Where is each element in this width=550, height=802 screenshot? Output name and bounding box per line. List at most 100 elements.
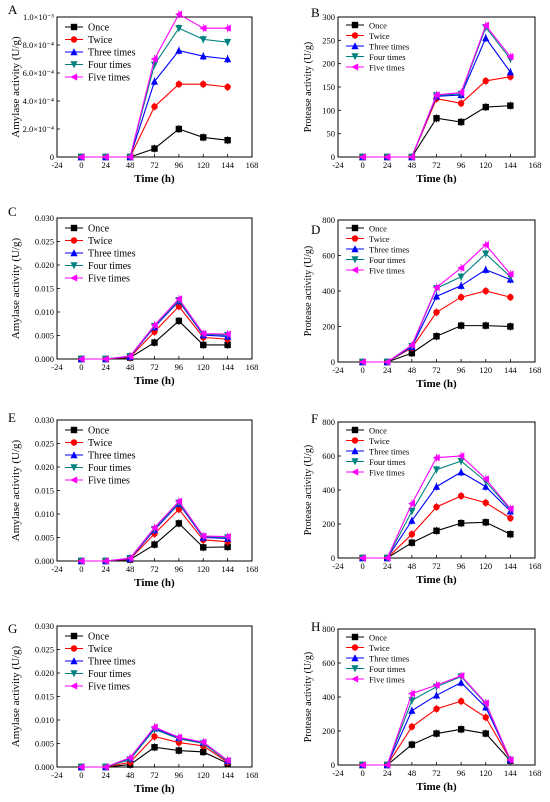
data-point xyxy=(224,83,231,91)
data-point xyxy=(151,339,158,346)
chart-panel-h: H-24 0 24 48 72 96 120 144 1680200400600800Time … xyxy=(303,619,541,793)
x-tick-label: 96 xyxy=(457,365,466,375)
data-point xyxy=(408,690,416,698)
data-point xyxy=(223,330,231,338)
data-point xyxy=(506,505,514,513)
data-point xyxy=(175,46,183,54)
legend-label: Once xyxy=(369,632,387,642)
y-tick-label: 0.005 xyxy=(35,739,54,749)
data-point xyxy=(481,21,489,29)
x-tick-label: 144 xyxy=(221,362,235,372)
legend-marker xyxy=(70,645,78,652)
legend-marker xyxy=(351,53,359,61)
legend-marker xyxy=(351,256,359,264)
x-tick-label: -24 xyxy=(332,561,344,571)
x-tick-label: 168 xyxy=(529,365,542,375)
data-point xyxy=(101,355,109,363)
data-point xyxy=(432,681,440,689)
data-point xyxy=(126,554,134,562)
chart-panel-c: C -24 0 24 48 72 96 120 144 168 0.000 0.005 0.010 0.0… xyxy=(8,204,258,387)
data-point xyxy=(457,678,465,686)
y-tick-label: 600 xyxy=(322,451,335,461)
x-tick-label: 144 xyxy=(504,768,518,778)
x-tick-label: 24 xyxy=(383,768,392,778)
y-tick-label: 1.0×10⁻³ xyxy=(23,12,54,22)
data-point xyxy=(507,323,514,330)
x-tick-label: 144 xyxy=(504,160,518,170)
data-point xyxy=(482,265,490,273)
x-tick-label: 48 xyxy=(408,768,417,778)
data-point xyxy=(224,543,231,551)
x-tick-label: -24 xyxy=(51,160,63,170)
y-tick-label: 400 xyxy=(322,485,335,495)
x-tick-label: 168 xyxy=(529,768,542,778)
data-point xyxy=(482,482,490,490)
x-axis-label: Time (h) xyxy=(134,173,175,185)
x-tick-label: 0 xyxy=(79,564,83,574)
x-axis-label: Time (h) xyxy=(416,173,457,185)
data-point xyxy=(224,341,231,349)
data-point xyxy=(101,557,109,565)
data-point xyxy=(433,527,440,534)
data-point xyxy=(482,714,489,721)
legend-label: Three times xyxy=(88,656,136,667)
legend-label: Four times xyxy=(369,52,406,62)
data-point xyxy=(457,89,465,97)
x-tick-label: 120 xyxy=(479,561,492,571)
y-tick-label: 800 xyxy=(322,624,335,634)
data-point xyxy=(408,500,416,508)
legend-label: Four times xyxy=(88,60,131,71)
data-point xyxy=(175,81,183,88)
data-point xyxy=(175,10,183,18)
data-point xyxy=(482,34,490,42)
legend-label: Twice xyxy=(88,438,113,449)
x-tick-label: 96 xyxy=(175,770,184,780)
data-point xyxy=(457,672,465,680)
legend-label: Four times xyxy=(88,261,131,272)
legend-label: Four times xyxy=(369,664,406,674)
legend-marker xyxy=(351,644,359,651)
x-tick-label: 96 xyxy=(175,160,184,170)
legend-marker xyxy=(70,670,78,678)
legend-label: Three times xyxy=(369,653,409,663)
data-point xyxy=(175,317,183,325)
legend-label: Once xyxy=(88,223,110,234)
data-point xyxy=(358,554,366,562)
x-tick-label: -24 xyxy=(332,160,344,170)
legend-label: Four times xyxy=(369,255,406,265)
data-point xyxy=(199,36,207,44)
y-tick-label: 0 xyxy=(50,152,54,162)
data-point xyxy=(482,519,489,526)
legend-label: Once xyxy=(369,425,387,435)
panel-letter: B xyxy=(311,5,320,20)
data-point xyxy=(433,730,440,737)
data-point xyxy=(175,520,183,527)
x-tick-label: 96 xyxy=(457,160,466,170)
data-point xyxy=(151,744,158,751)
data-point xyxy=(224,39,232,46)
x-axis-label: Time (h) xyxy=(416,781,457,793)
x-tick-label: 144 xyxy=(221,564,235,574)
legend-label: Twice xyxy=(88,236,113,247)
x-tick-label: 72 xyxy=(432,561,441,571)
x-tick-label: 72 xyxy=(150,564,159,574)
y-tick-label: 150 xyxy=(322,82,335,92)
panel-letter: C xyxy=(8,204,17,219)
data-point xyxy=(383,554,391,562)
y-tick-label: 4.0×10⁻⁴ xyxy=(23,96,54,106)
data-point xyxy=(199,24,207,32)
y-tick-label: 0.030 xyxy=(35,621,54,631)
data-point xyxy=(457,726,465,733)
x-tick-label: 24 xyxy=(102,564,111,574)
y-tick-label: 200 xyxy=(322,519,335,529)
data-point xyxy=(358,153,366,161)
data-point xyxy=(200,748,207,756)
legend-marker xyxy=(70,224,78,232)
x-tick-label: 96 xyxy=(457,768,466,778)
plot-frame xyxy=(56,16,253,158)
x-tick-label: 120 xyxy=(197,770,210,780)
x-tick-label: 72 xyxy=(432,160,441,170)
